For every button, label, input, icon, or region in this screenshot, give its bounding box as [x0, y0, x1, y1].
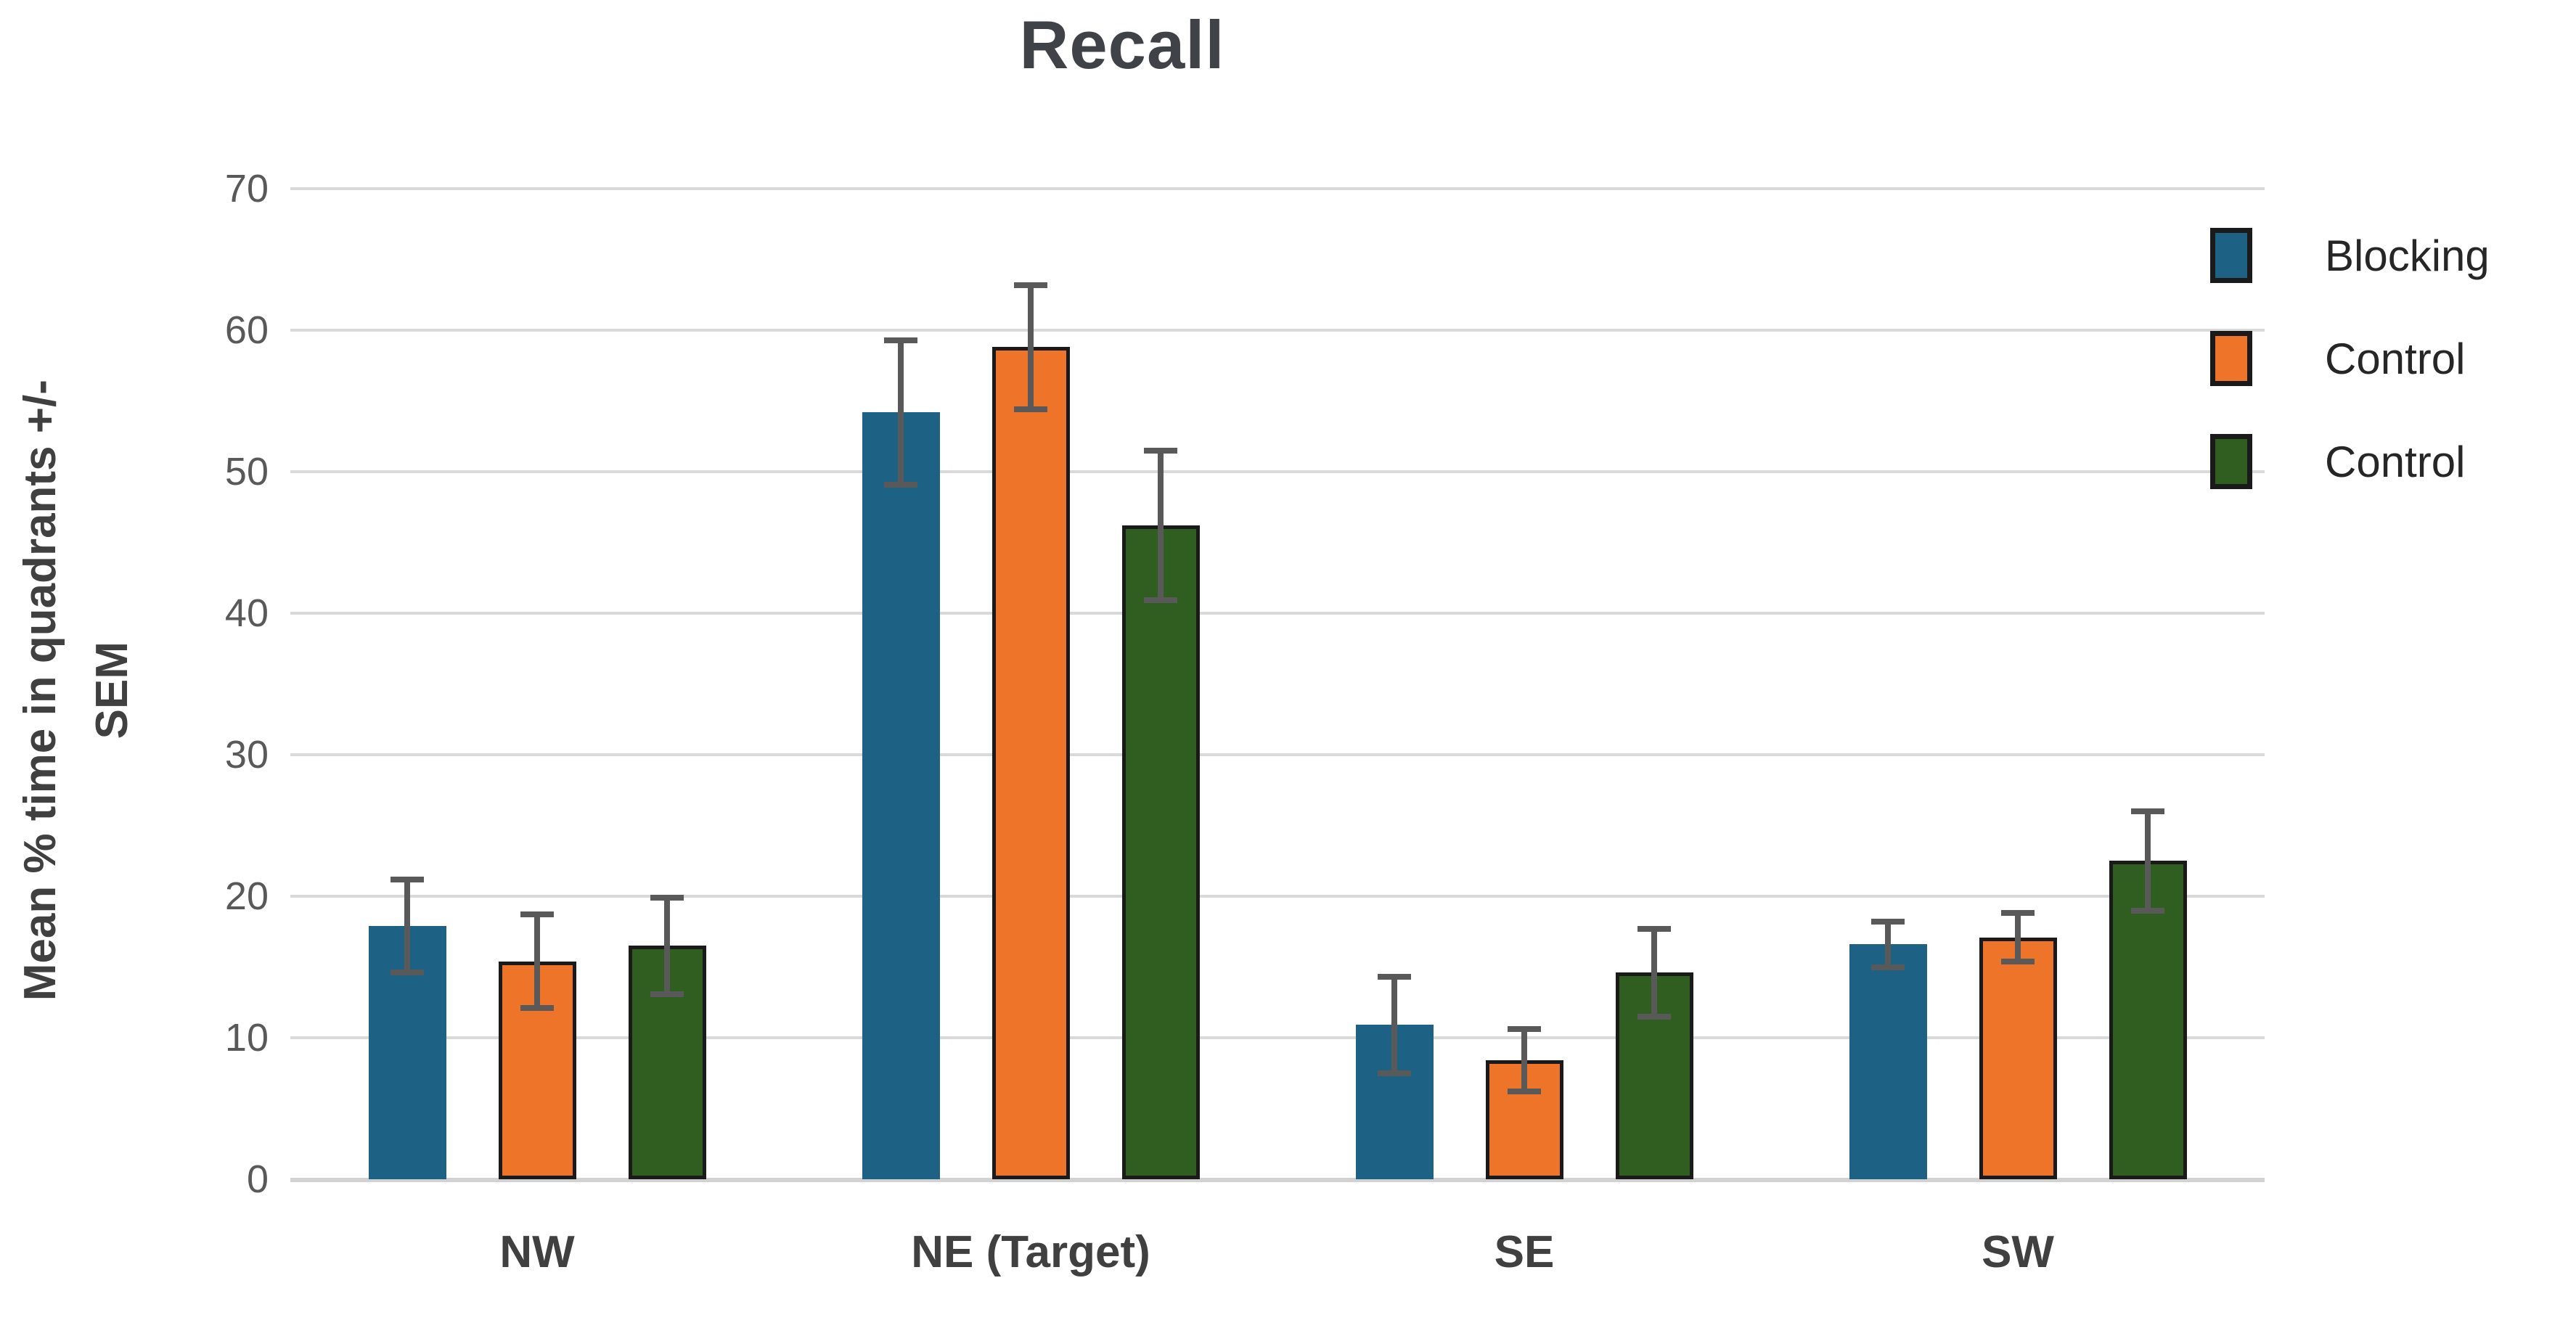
gridline-20 [290, 895, 2265, 898]
error-bar-cap-bottom [1637, 1013, 1671, 1020]
y-tick-label-0: 0 [246, 1157, 269, 1201]
error-bar-line [2145, 811, 2151, 911]
y-tick-label-40: 40 [224, 591, 269, 635]
error-bar-cap-top [1871, 919, 1905, 925]
error-bar-cap-top [520, 911, 554, 918]
y-tick-label-60: 60 [224, 308, 269, 352]
error-bar-cap-bottom [2001, 958, 2035, 964]
error-bar-cap-bottom [1378, 1070, 1411, 1076]
y-tick-label-50: 50 [224, 450, 269, 493]
legend-swatch-icon [2210, 228, 2252, 283]
error-bar-cap-top [1144, 447, 1177, 454]
error-bar-cap-top [650, 894, 684, 901]
legend-swatch-icon [2210, 434, 2252, 489]
legend: Blocking Control Control [2210, 225, 2490, 534]
error-bar-cap-bottom [1014, 406, 1047, 413]
error-bar-cap-bottom [1144, 597, 1177, 604]
bar-blocking-0-NE (Target) [862, 412, 940, 1179]
error-bar-line [1158, 450, 1164, 601]
legend-item-blocking-0: Blocking [2210, 225, 2490, 286]
error-bar-cap-top [1378, 974, 1411, 980]
error-bar-line [1028, 284, 1034, 410]
error-bar-line [1391, 977, 1397, 1073]
error-bar-cap-top [1014, 282, 1047, 288]
bar-blocking-0-SW [1849, 944, 1927, 1179]
y-tick-label-10: 10 [224, 1016, 269, 1060]
bar-control-1-SW [1979, 937, 2057, 1179]
bar-control-2-NE (Target) [1121, 525, 1200, 1179]
legend-swatch-icon [2210, 331, 2252, 386]
x-tick-label-sw: SW [1982, 1227, 2054, 1277]
error-bar-line [1885, 922, 1891, 967]
y-tick-label-70: 70 [224, 167, 269, 210]
legend-label: Blocking [2325, 231, 2490, 280]
error-bar-line [1651, 928, 1657, 1017]
error-bar-cap-bottom [650, 991, 684, 997]
y-axis-title-line2: SEM [87, 642, 137, 739]
error-bar-cap-bottom [1871, 964, 1905, 970]
x-tick-label-ne-target-: NE (Target) [911, 1227, 1150, 1277]
error-bar-line [664, 897, 670, 994]
y-tick-label-20: 20 [224, 874, 269, 918]
error-bar-cap-bottom [1508, 1089, 1541, 1095]
y-tick-label-30: 30 [224, 733, 269, 776]
chart-title: Recall [1019, 7, 1225, 83]
error-bar-cap-top [1508, 1026, 1541, 1033]
error-bar-cap-top [1637, 925, 1671, 932]
bar-control-2-SE [1615, 972, 1693, 1179]
x-tick-label-nw: NW [499, 1227, 575, 1277]
legend-label: Control [2325, 334, 2466, 383]
y-axis-title: Mean % time in quadrants +/- SEM [4, 139, 148, 1242]
error-bar-cap-bottom [884, 481, 917, 488]
gridline-30 [290, 753, 2265, 756]
error-bar-cap-bottom [2131, 907, 2164, 914]
gridline-10 [290, 1036, 2265, 1039]
error-bar-line [1521, 1029, 1527, 1092]
error-bar-cap-top [2131, 808, 2164, 814]
gridline-0 [290, 1178, 2265, 1182]
error-bar-cap-top [2001, 910, 2035, 917]
legend-label: Control [2325, 437, 2466, 486]
error-bar-line [2015, 913, 2021, 962]
error-bar-line [404, 879, 410, 973]
gridline-50 [290, 470, 2265, 473]
gridline-60 [290, 329, 2265, 332]
x-tick-label-se: SE [1494, 1227, 1555, 1277]
error-bar-cap-bottom [520, 1005, 554, 1012]
bar-control-1-NE (Target) [991, 347, 1070, 1179]
error-bar-line [534, 914, 540, 1009]
error-bar-cap-top [391, 876, 424, 882]
error-bar-cap-bottom [391, 970, 424, 976]
gridline-40 [290, 612, 2265, 615]
plot-area [290, 187, 2265, 1182]
y-axis-title-line1: Mean % time in quadrants +/- [15, 380, 65, 1001]
gridline-70 [290, 187, 2265, 190]
error-bar-cap-top [884, 337, 917, 343]
legend-item-control-2: Control [2210, 431, 2490, 492]
error-bar-line [898, 340, 904, 485]
legend-item-control-1: Control [2210, 328, 2490, 389]
